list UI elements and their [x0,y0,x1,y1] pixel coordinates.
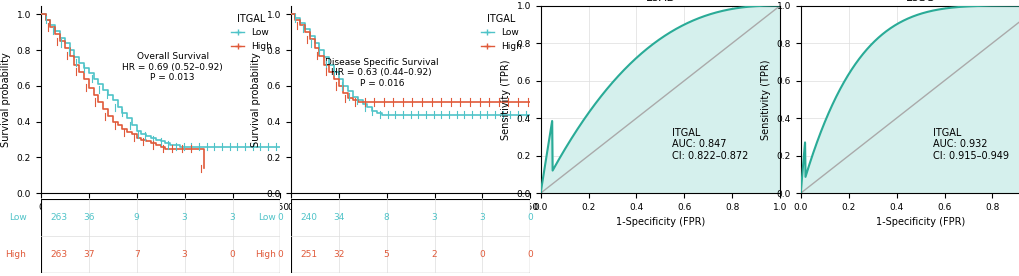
Y-axis label: Survival probability: Survival probability [251,52,261,147]
Text: 263: 263 [50,213,67,222]
Title: LUAD: LUAD [645,0,675,3]
X-axis label: Time (months): Time (months) [374,217,446,227]
Text: 0: 0 [479,250,485,259]
Text: High: High [5,250,26,259]
Text: 0: 0 [527,250,533,259]
Text: 3: 3 [181,250,187,259]
Text: High: High [255,250,276,259]
Text: Disease Specific Survival
HR = 0.63 (0.44–0.92)
P = 0.016: Disease Specific Survival HR = 0.63 (0.4… [325,58,438,88]
Text: C: C [497,0,508,2]
Text: 251: 251 [300,250,317,259]
Text: 3: 3 [479,213,485,222]
Y-axis label: Sensitivity (TPR): Sensitivity (TPR) [760,59,770,140]
Text: 5: 5 [383,250,389,259]
Legend: Low, High: Low, High [477,10,526,54]
Text: 263: 263 [50,250,67,259]
Title: LUSC: LUSC [905,0,934,3]
Text: Overall Survival
HR = 0.69 (0.52–0.92)
P = 0.013: Overall Survival HR = 0.69 (0.52–0.92) P… [122,52,223,82]
Text: Low: Low [258,213,276,222]
Text: B: B [248,0,259,2]
Text: 37: 37 [83,250,95,259]
Text: 9: 9 [133,213,140,222]
Text: 3: 3 [229,213,235,222]
Text: ITGAL
AUC: 0.847
CI: 0.822–0.872: ITGAL AUC: 0.847 CI: 0.822–0.872 [672,128,748,161]
Text: 36: 36 [83,213,95,222]
Y-axis label: Survival probability: Survival probability [1,52,11,147]
Text: 7: 7 [133,250,140,259]
Text: 3: 3 [181,213,187,222]
Text: 34: 34 [332,213,344,222]
Text: Low: Low [8,213,26,222]
Text: A: A [0,0,9,2]
Text: D: D [757,0,769,2]
Text: 8: 8 [383,213,389,222]
Text: 2: 2 [431,250,437,259]
Text: 0: 0 [527,213,533,222]
Text: 0: 0 [277,250,283,259]
Text: 0: 0 [277,213,283,222]
X-axis label: 1-Specificity (FPR): 1-Specificity (FPR) [875,217,964,227]
Text: ITGAL
AUC: 0.932
CI: 0.915–0.949: ITGAL AUC: 0.932 CI: 0.915–0.949 [931,128,1008,161]
Y-axis label: Sensitivity (TPR): Sensitivity (TPR) [500,59,511,140]
X-axis label: Time (months): Time (months) [124,217,197,227]
Text: 32: 32 [332,250,344,259]
Text: 3: 3 [431,213,437,222]
Legend: Low, High: Low, High [227,10,276,54]
Text: 240: 240 [300,213,317,222]
Text: 0: 0 [229,250,235,259]
X-axis label: 1-Specificity (FPR): 1-Specificity (FPR) [615,217,704,227]
